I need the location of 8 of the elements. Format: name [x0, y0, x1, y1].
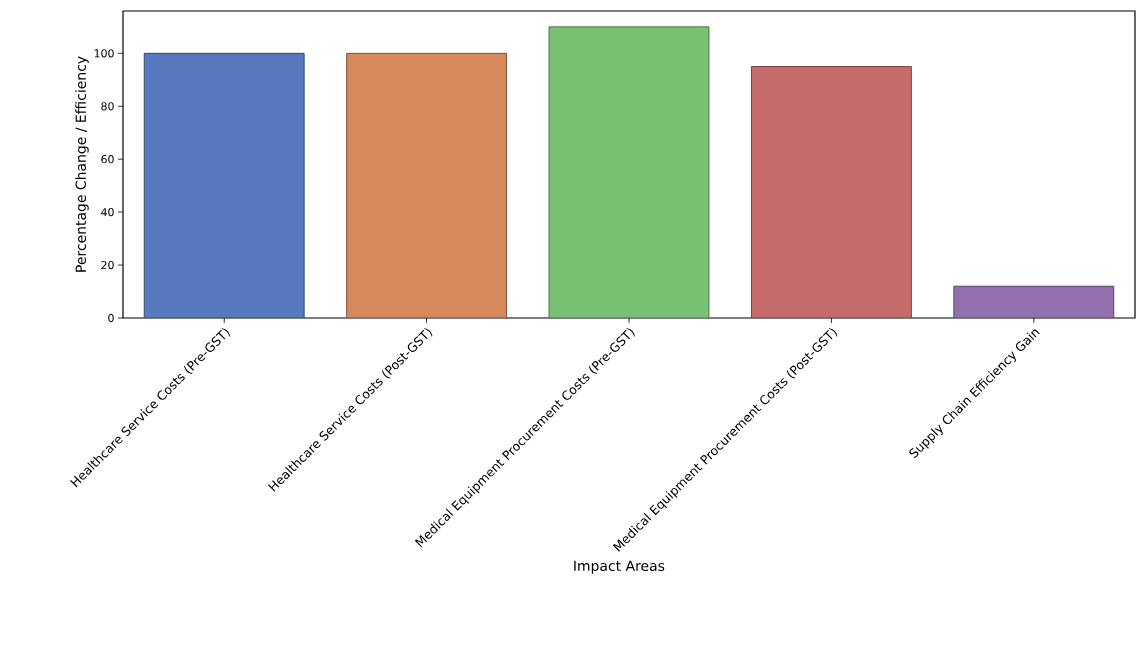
- y-axis-title: Percentage Change / Efficiency: [75, 56, 89, 272]
- y-tick-label: 0: [108, 313, 114, 323]
- y-tick-label: 40: [101, 207, 114, 217]
- y-tick-label: 20: [101, 260, 114, 270]
- y-tick-label: 60: [101, 155, 114, 164]
- y-tick-label: 100: [94, 49, 114, 58]
- y-tick-label: 80: [101, 102, 114, 111]
- x-axis-title: Impact Areas: [574, 560, 665, 574]
